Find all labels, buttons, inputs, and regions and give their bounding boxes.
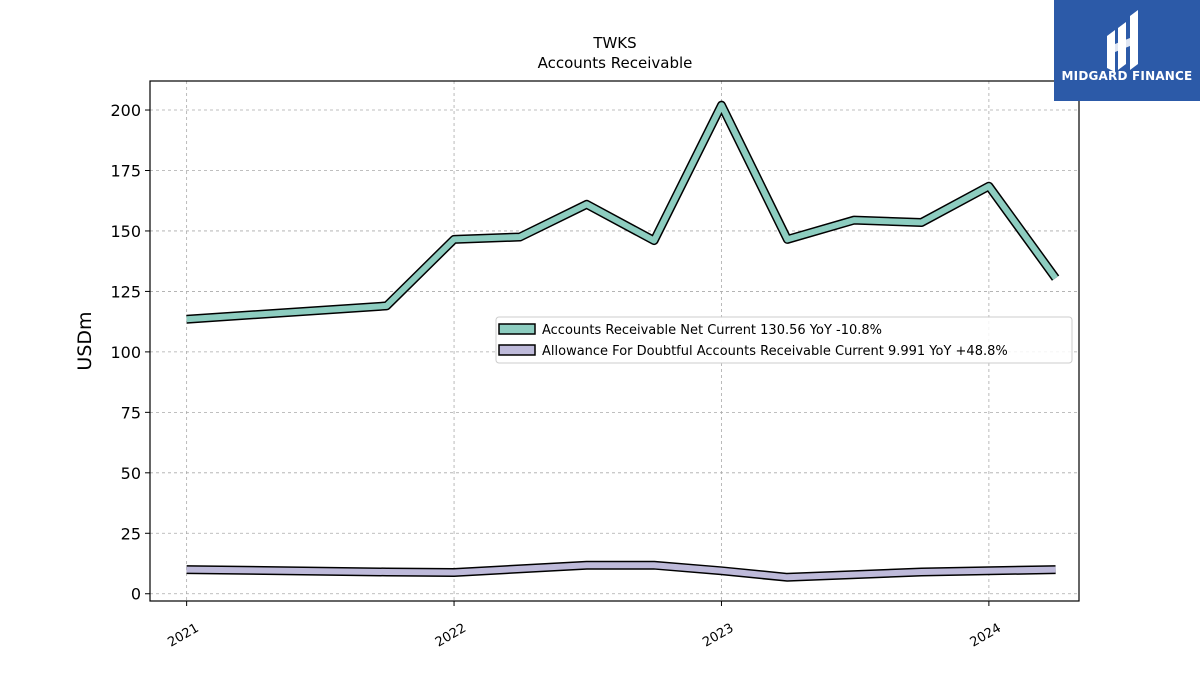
series-line-1 bbox=[186, 102, 1059, 323]
series-line-2 bbox=[186, 562, 1056, 581]
chart-title: TWKS bbox=[592, 34, 636, 52]
y-tick-label: 75 bbox=[121, 403, 141, 422]
legend: Accounts Receivable Net Current 130.56 Y… bbox=[495, 316, 1073, 364]
series-lines bbox=[186, 100, 1060, 582]
y-axis-ticks: 0 25 50 75 100 125 150 175 200 bbox=[110, 101, 150, 604]
series-line-1-outline bbox=[186, 100, 1060, 324]
x-tick-label: 2023 bbox=[700, 621, 736, 651]
x-axis-ticks: 2021 2022 2023 2024 bbox=[165, 601, 1004, 651]
x-tick-label: 2022 bbox=[433, 621, 469, 651]
y-tick-label: 175 bbox=[110, 161, 141, 180]
y-tick-label: 150 bbox=[110, 222, 141, 241]
y-tick-label: 125 bbox=[110, 282, 141, 301]
legend-label-1: Accounts Receivable Net Current 130.56 Y… bbox=[542, 323, 882, 338]
plot-frame bbox=[149, 80, 1080, 602]
legend-swatch-2 bbox=[498, 344, 536, 356]
legend-label-2: Allowance For Doubtful Accounts Receivab… bbox=[542, 344, 1008, 359]
x-tick-label: 2021 bbox=[165, 621, 201, 651]
y-tick-label: 0 bbox=[131, 585, 141, 604]
brand-logo-text: MIDGARD FINANCE bbox=[1061, 69, 1193, 83]
y-tick-label: 100 bbox=[110, 343, 141, 362]
brand-logo: MIDGARD FINANCE bbox=[1054, 0, 1200, 101]
y-tick-label: 200 bbox=[110, 101, 141, 120]
y-tick-label: 25 bbox=[121, 524, 141, 543]
legend-swatch-1 bbox=[498, 323, 536, 335]
legend-box bbox=[495, 316, 1073, 364]
midgard-logo-mark-icon bbox=[1107, 10, 1138, 72]
y-axis-label: USDm bbox=[74, 311, 96, 370]
chart-subtitle: Accounts Receivable bbox=[538, 54, 693, 72]
x-tick-label: 2024 bbox=[968, 621, 1004, 651]
y-tick-label: 50 bbox=[121, 464, 141, 483]
